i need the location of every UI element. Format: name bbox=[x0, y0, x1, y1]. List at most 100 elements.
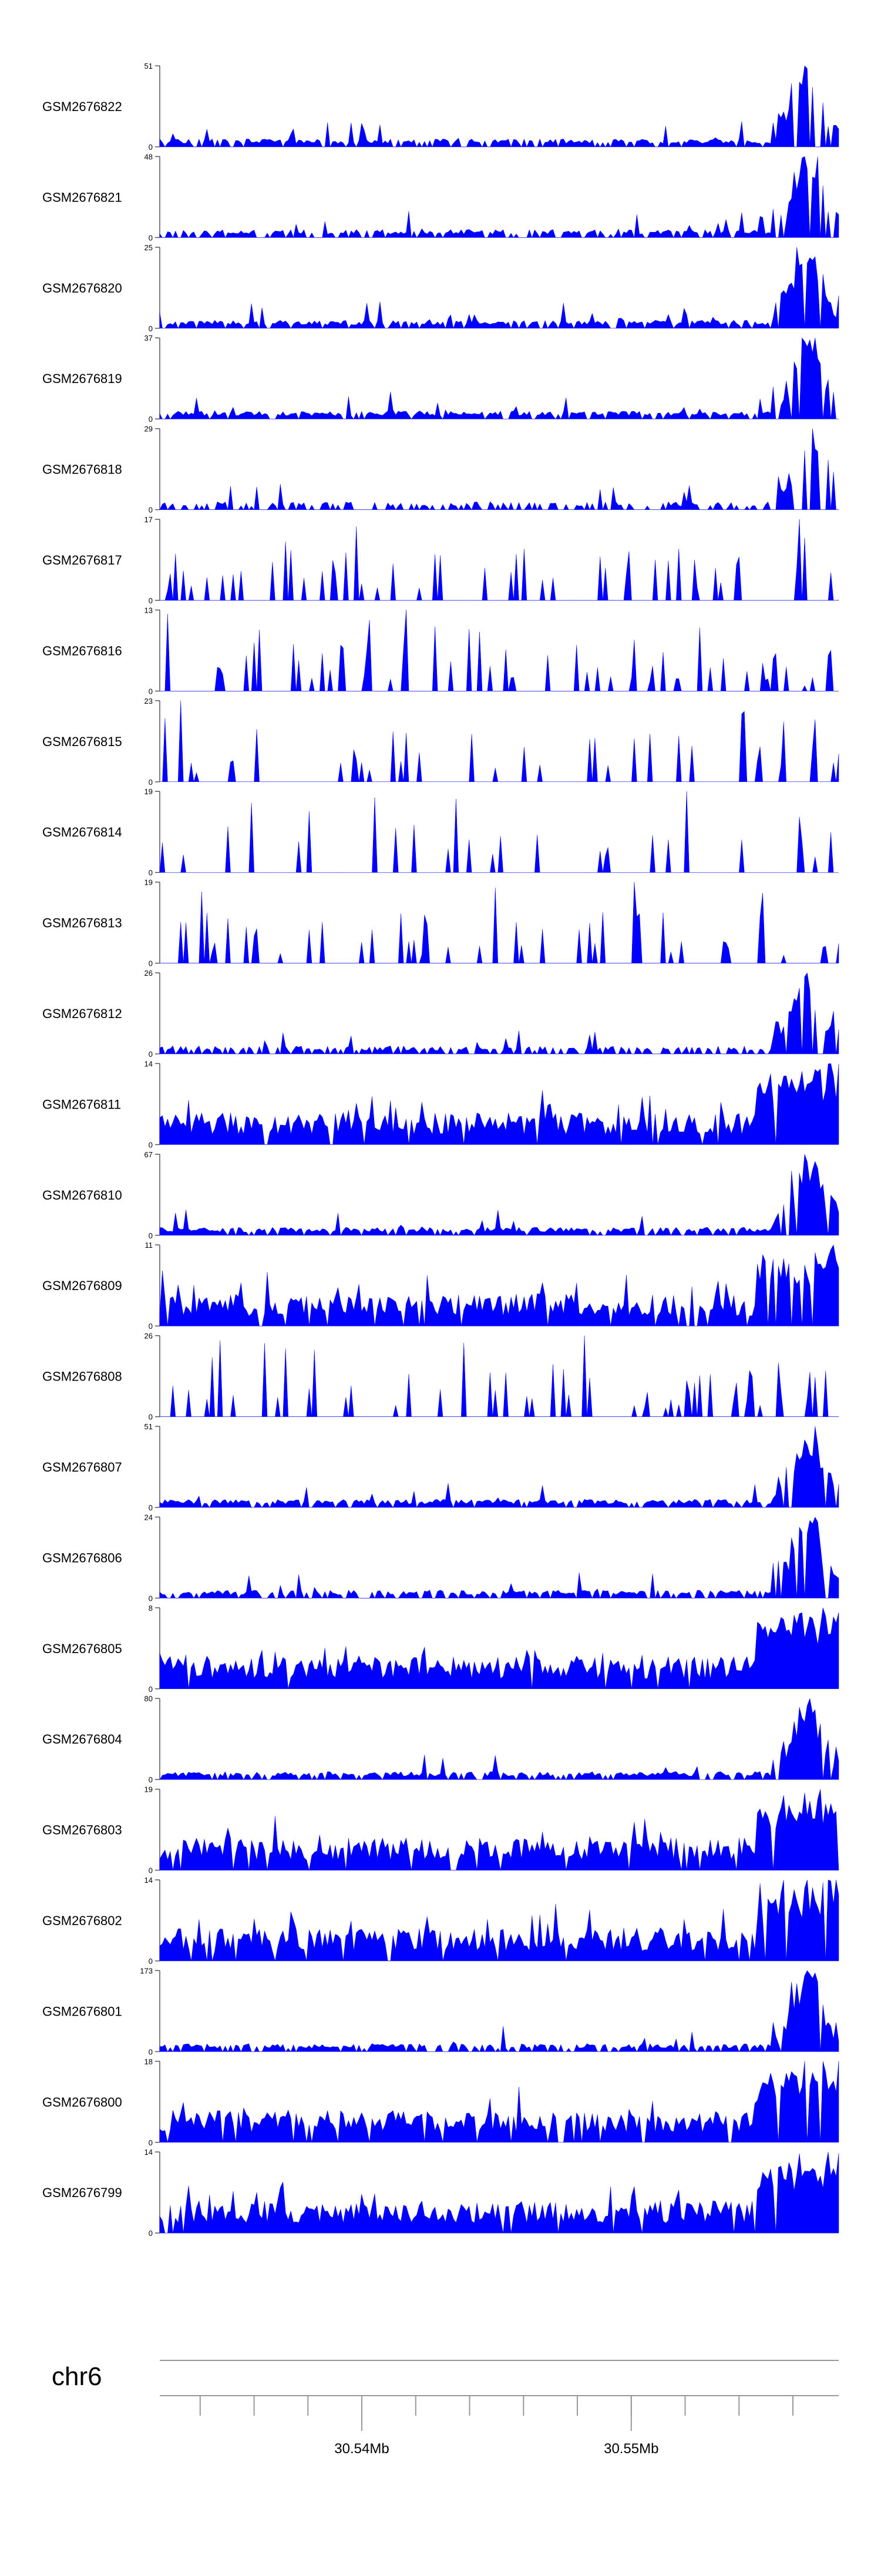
track-label: GSM2676806 bbox=[42, 1550, 122, 1565]
track-GSM2676822: GSM2676822 51 0 bbox=[42, 62, 839, 152]
track-GSM2676802: GSM2676802 14 0 bbox=[42, 1876, 839, 1966]
tracks-group: GSM2676822510GSM2676821480GSM2676820250G… bbox=[42, 62, 839, 2238]
track-label: GSM2676818 bbox=[42, 462, 122, 477]
track-label: GSM2676814 bbox=[42, 825, 122, 839]
track-GSM2676812: GSM2676812 26 0 bbox=[42, 969, 839, 1059]
track-label: GSM2676822 bbox=[42, 99, 122, 114]
y-min-label: 0 bbox=[149, 778, 153, 787]
y-min-label: 0 bbox=[149, 1413, 153, 1422]
coverage-area bbox=[159, 2152, 839, 2234]
y-max-label: 173 bbox=[140, 1966, 153, 1975]
y-min-label: 0 bbox=[149, 1685, 153, 1694]
track-GSM2676817: GSM2676817 17 0 bbox=[42, 515, 839, 605]
track-GSM2676816: GSM2676816 13 0 bbox=[42, 606, 839, 696]
y-max-label: 24 bbox=[144, 1513, 153, 1522]
y-min-label: 0 bbox=[149, 1050, 153, 1059]
track-GSM2676820: GSM2676820 25 0 bbox=[42, 243, 839, 333]
y-min-label: 0 bbox=[149, 1594, 153, 1603]
coverage-area bbox=[159, 791, 839, 873]
track-label: GSM2676810 bbox=[42, 1188, 122, 1203]
tick-label: 30.54Mb bbox=[334, 2441, 389, 2457]
track-label: GSM2676812 bbox=[42, 1006, 122, 1021]
y-max-label: 67 bbox=[144, 1150, 153, 1159]
y-min-label: 0 bbox=[149, 1503, 153, 1512]
coverage-area bbox=[160, 1335, 839, 1417]
y-min-label: 0 bbox=[149, 687, 153, 696]
y-min-label: 0 bbox=[149, 1866, 153, 1875]
y-max-label: 23 bbox=[144, 697, 153, 706]
track-label: GSM2676819 bbox=[42, 371, 122, 386]
y-max-label: 51 bbox=[144, 62, 153, 70]
track-label: GSM2676816 bbox=[42, 643, 122, 658]
coverage-area bbox=[159, 1607, 839, 1690]
coverage-area bbox=[160, 700, 839, 782]
y-min-label: 0 bbox=[149, 1231, 153, 1240]
coverage-area bbox=[160, 519, 839, 601]
track-label: GSM2676804 bbox=[42, 1732, 122, 1747]
track-GSM2676803: GSM2676803 19 0 bbox=[42, 1785, 839, 1875]
y-min-label: 0 bbox=[149, 2047, 153, 2056]
track-label: GSM2676815 bbox=[42, 734, 122, 749]
y-min-label: 0 bbox=[149, 324, 153, 333]
track-GSM2676809: GSM2676809 11 0 bbox=[42, 1241, 839, 1331]
y-max-label: 26 bbox=[144, 1332, 153, 1341]
coverage-area bbox=[159, 2061, 839, 2143]
track-GSM2676801: GSM2676801 173 0 bbox=[42, 1966, 839, 2056]
tick-label: 30.55Mb bbox=[604, 2441, 658, 2457]
track-label: GSM2676820 bbox=[42, 281, 122, 295]
track-GSM2676800: GSM2676800 18 0 bbox=[42, 2057, 839, 2147]
track-label: GSM2676800 bbox=[42, 2095, 122, 2110]
coverage-area bbox=[159, 1516, 839, 1599]
track-GSM2676806: GSM2676806 24 0 bbox=[42, 1513, 839, 1603]
y-max-label: 80 bbox=[144, 1694, 153, 1703]
track-label: GSM2676821 bbox=[42, 190, 122, 204]
track-label: GSM2676803 bbox=[42, 1823, 122, 1838]
track-label: GSM2676802 bbox=[42, 1913, 122, 1928]
genome-axis: chr6 30.54Mb 30.55Mb bbox=[52, 2360, 839, 2457]
y-max-label: 26 bbox=[144, 969, 153, 978]
track-GSM2676799: GSM2676799 14 0 bbox=[42, 2148, 839, 2238]
y-min-label: 0 bbox=[149, 415, 153, 424]
y-min-label: 0 bbox=[149, 868, 153, 877]
y-max-label: 48 bbox=[144, 152, 153, 161]
coverage-area bbox=[159, 428, 839, 511]
y-min-label: 0 bbox=[149, 596, 153, 605]
track-GSM2676818: GSM2676818 29 0 bbox=[42, 425, 839, 515]
track-label: GSM2676805 bbox=[42, 1641, 122, 1656]
track-GSM2676813: GSM2676813 19 0 bbox=[42, 878, 839, 968]
coverage-area bbox=[159, 1970, 839, 2053]
coverage-area bbox=[159, 1154, 839, 1236]
track-GSM2676819: GSM2676819 37 0 bbox=[42, 334, 839, 424]
coverage-area bbox=[159, 1063, 839, 1145]
coverage-area bbox=[159, 1789, 839, 1870]
track-GSM2676810: GSM2676810 67 0 bbox=[42, 1150, 839, 1240]
y-min-label: 0 bbox=[149, 959, 153, 968]
track-label: GSM2676809 bbox=[42, 1278, 122, 1293]
track-label: GSM2676813 bbox=[42, 916, 122, 931]
chromosome-label: chr6 bbox=[52, 2362, 102, 2391]
coverage-area bbox=[159, 1879, 839, 1962]
track-GSM2676805: GSM2676805 8 0 bbox=[42, 1604, 839, 1694]
coverage-area bbox=[159, 1426, 839, 1508]
y-max-label: 29 bbox=[144, 425, 153, 434]
y-min-label: 0 bbox=[149, 143, 153, 152]
track-GSM2676815: GSM2676815 23 0 bbox=[42, 697, 839, 787]
track-label: GSM2676807 bbox=[42, 1460, 122, 1475]
coverage-area bbox=[159, 65, 839, 147]
track-label: GSM2676799 bbox=[42, 2185, 122, 2200]
track-label: GSM2676801 bbox=[42, 2004, 122, 2019]
track-GSM2676808: GSM2676808 26 0 bbox=[42, 1332, 839, 1422]
y-max-label: 19 bbox=[144, 787, 153, 796]
y-max-label: 51 bbox=[144, 1422, 153, 1431]
y-max-label: 14 bbox=[144, 2148, 153, 2157]
y-max-label: 14 bbox=[144, 1876, 153, 1885]
y-max-label: 11 bbox=[145, 1241, 153, 1250]
y-max-label: 8 bbox=[149, 1604, 153, 1613]
y-max-label: 25 bbox=[144, 243, 153, 252]
y-min-label: 0 bbox=[149, 1775, 153, 1784]
coverage-area bbox=[159, 972, 839, 1054]
y-max-label: 19 bbox=[144, 878, 153, 887]
track-label: GSM2676808 bbox=[42, 1369, 122, 1384]
track-GSM2676821: GSM2676821 48 0 bbox=[42, 152, 839, 242]
y-max-label: 18 bbox=[144, 2057, 153, 2066]
